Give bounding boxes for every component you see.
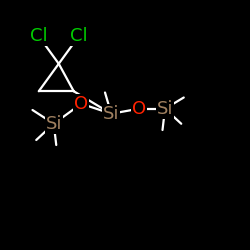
Text: Cl: Cl	[70, 27, 87, 45]
Text: Si: Si	[46, 115, 62, 133]
Text: Si: Si	[157, 100, 173, 118]
Text: O: O	[132, 100, 146, 118]
Text: O: O	[74, 95, 88, 113]
Text: Si: Si	[103, 105, 120, 123]
Text: Cl: Cl	[30, 27, 48, 45]
